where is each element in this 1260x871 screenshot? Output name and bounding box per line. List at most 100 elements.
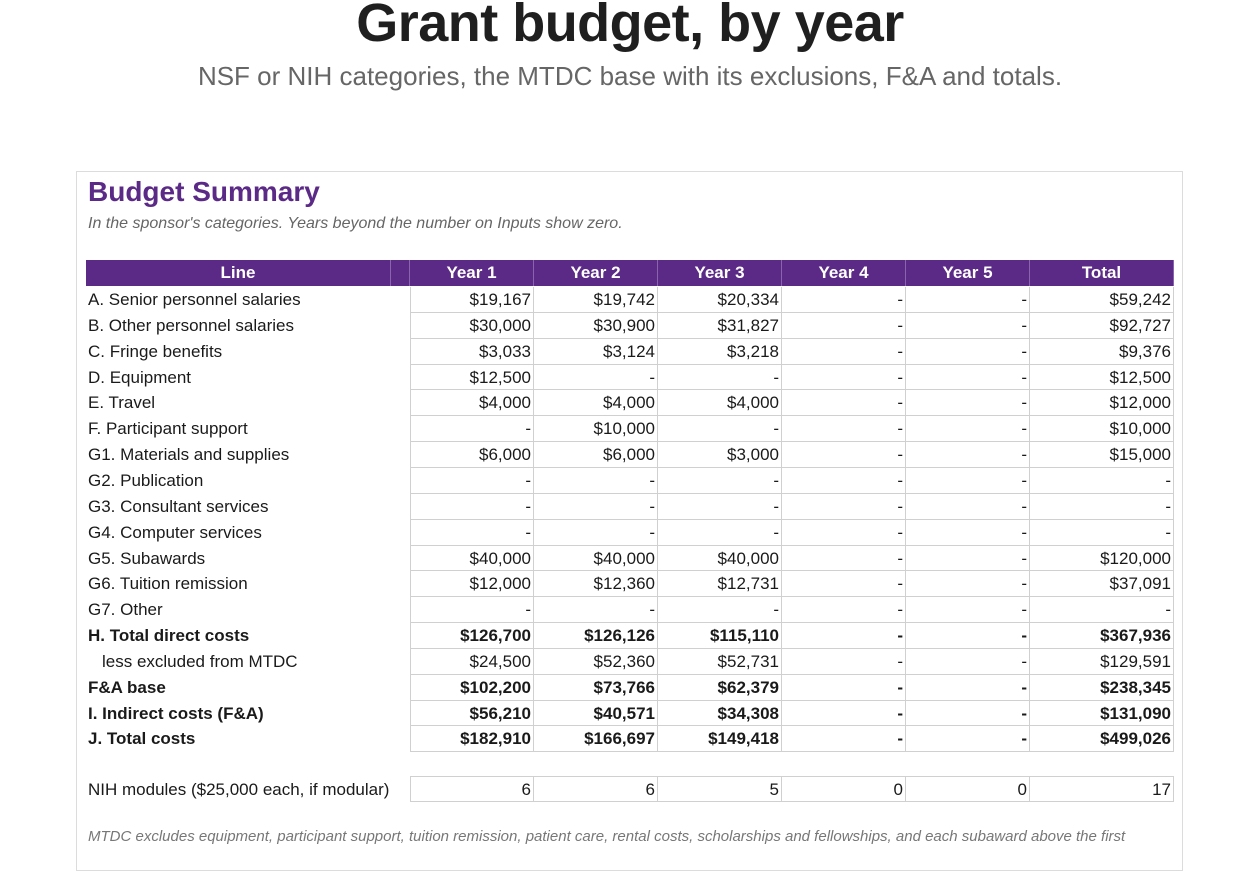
table-cell: -: [782, 339, 906, 365]
row-label: G5. Subawards: [88, 549, 206, 568]
table-cell: -: [782, 416, 906, 442]
table-cell: $4,000: [534, 390, 658, 416]
table-cell: -: [1030, 520, 1174, 546]
row-label: G1. Materials and supplies: [88, 445, 290, 464]
table-cell: -: [906, 597, 1030, 623]
table-cell: -: [906, 390, 1030, 416]
table-cell: $102,200: [410, 675, 534, 701]
modules-cell: 0: [906, 776, 1030, 802]
table-cell: $149,418: [658, 726, 782, 752]
table-cell: -: [534, 597, 658, 623]
table-cell: -: [658, 416, 782, 442]
table-cell: -: [906, 701, 1030, 726]
table-cell: -: [534, 468, 658, 494]
table-cell: -: [906, 726, 1030, 752]
table-cell: $12,500: [1030, 365, 1174, 390]
row-label: I. Indirect costs (F&A): [88, 704, 264, 723]
table-cell: $3,218: [658, 339, 782, 365]
table-cell: $4,000: [658, 390, 782, 416]
table-cell: $59,242: [1030, 287, 1174, 313]
column-header-line: Line: [86, 260, 391, 286]
table-cell: $182,910: [410, 726, 534, 752]
table-cell: $56,210: [410, 701, 534, 726]
table-cell: -: [534, 365, 658, 390]
table-cell: $40,000: [534, 546, 658, 571]
table-cell: -: [906, 623, 1030, 649]
table-cell: $24,500: [410, 649, 534, 675]
row-label: D. Equipment: [88, 368, 191, 387]
table-cell: $367,936: [1030, 623, 1174, 649]
row-label: G3. Consultant services: [88, 497, 269, 516]
table-cell: $92,727: [1030, 313, 1174, 339]
row-label: less excluded from MTDC: [102, 652, 298, 671]
table-cell: -: [906, 649, 1030, 675]
table-cell: -: [782, 520, 906, 546]
table-cell: -: [782, 597, 906, 623]
row-label: F&A base: [88, 678, 166, 697]
table-cell: -: [782, 571, 906, 597]
modules-cell: 17: [1030, 776, 1174, 802]
table-cell: -: [658, 468, 782, 494]
table-cell: -: [1030, 468, 1174, 494]
row-label: B. Other personnel salaries: [88, 316, 294, 335]
table-cell: -: [906, 287, 1030, 313]
table-cell: -: [782, 726, 906, 752]
table-cell: -: [410, 468, 534, 494]
row-label: F. Participant support: [88, 419, 248, 438]
table-cell: -: [782, 313, 906, 339]
table-cell: $31,827: [658, 313, 782, 339]
table-cell: $3,000: [658, 442, 782, 468]
modules-label: NIH modules ($25,000 each, if modular): [88, 780, 390, 799]
footnote: MTDC excludes equipment, participant sup…: [88, 828, 1126, 845]
column-header-5: Year 5: [906, 260, 1030, 286]
modules-cell: 6: [410, 776, 534, 802]
table-cell: $52,360: [534, 649, 658, 675]
table-cell: -: [906, 571, 1030, 597]
table-cell: $6,000: [410, 442, 534, 468]
table-cell: $40,000: [658, 546, 782, 571]
table-cell: -: [782, 701, 906, 726]
table-cell: -: [410, 520, 534, 546]
table-cell: $34,308: [658, 701, 782, 726]
column-header-6: Total: [1030, 260, 1174, 286]
table-cell: $30,000: [410, 313, 534, 339]
modules-cell: 5: [658, 776, 782, 802]
table-cell: -: [906, 442, 1030, 468]
table-cell: $126,126: [534, 623, 658, 649]
table-cell: $40,000: [410, 546, 534, 571]
table-cell: $10,000: [1030, 416, 1174, 442]
table-cell: $3,124: [534, 339, 658, 365]
table-cell: -: [906, 520, 1030, 546]
table-cell: -: [782, 623, 906, 649]
row-label: G6. Tuition remission: [88, 574, 248, 593]
table-cell: $19,167: [410, 287, 534, 313]
page-subtitle: NSF or NIH categories, the MTDC base wit…: [197, 61, 1063, 91]
table-cell: $10,000: [534, 416, 658, 442]
table-cell: -: [782, 468, 906, 494]
table-cell: $9,376: [1030, 339, 1174, 365]
row-label: J. Total costs: [88, 729, 196, 748]
table-cell: $52,731: [658, 649, 782, 675]
table-cell: -: [906, 468, 1030, 494]
table-cell: -: [534, 494, 658, 520]
row-label: G7. Other: [88, 600, 163, 619]
table-cell: $12,360: [534, 571, 658, 597]
table-cell: $19,742: [534, 287, 658, 313]
table-cell: $238,345: [1030, 675, 1174, 701]
table-cell: $15,000: [1030, 442, 1174, 468]
table-cell: $62,379: [658, 675, 782, 701]
table-cell: -: [906, 494, 1030, 520]
table-cell: -: [410, 416, 534, 442]
table-cell: -: [906, 546, 1030, 571]
table-cell: -: [782, 494, 906, 520]
column-header-1: Year 1: [410, 260, 534, 286]
table-cell: $126,700: [410, 623, 534, 649]
modules-cell: 6: [534, 776, 658, 802]
table-cell: $131,090: [1030, 701, 1174, 726]
table-cell: $129,591: [1030, 649, 1174, 675]
row-label: H. Total direct costs: [88, 626, 250, 645]
column-header-4: Year 4: [782, 260, 906, 286]
table-cell: $40,571: [534, 701, 658, 726]
table-cell: -: [658, 520, 782, 546]
table-cell: $120,000: [1030, 546, 1174, 571]
